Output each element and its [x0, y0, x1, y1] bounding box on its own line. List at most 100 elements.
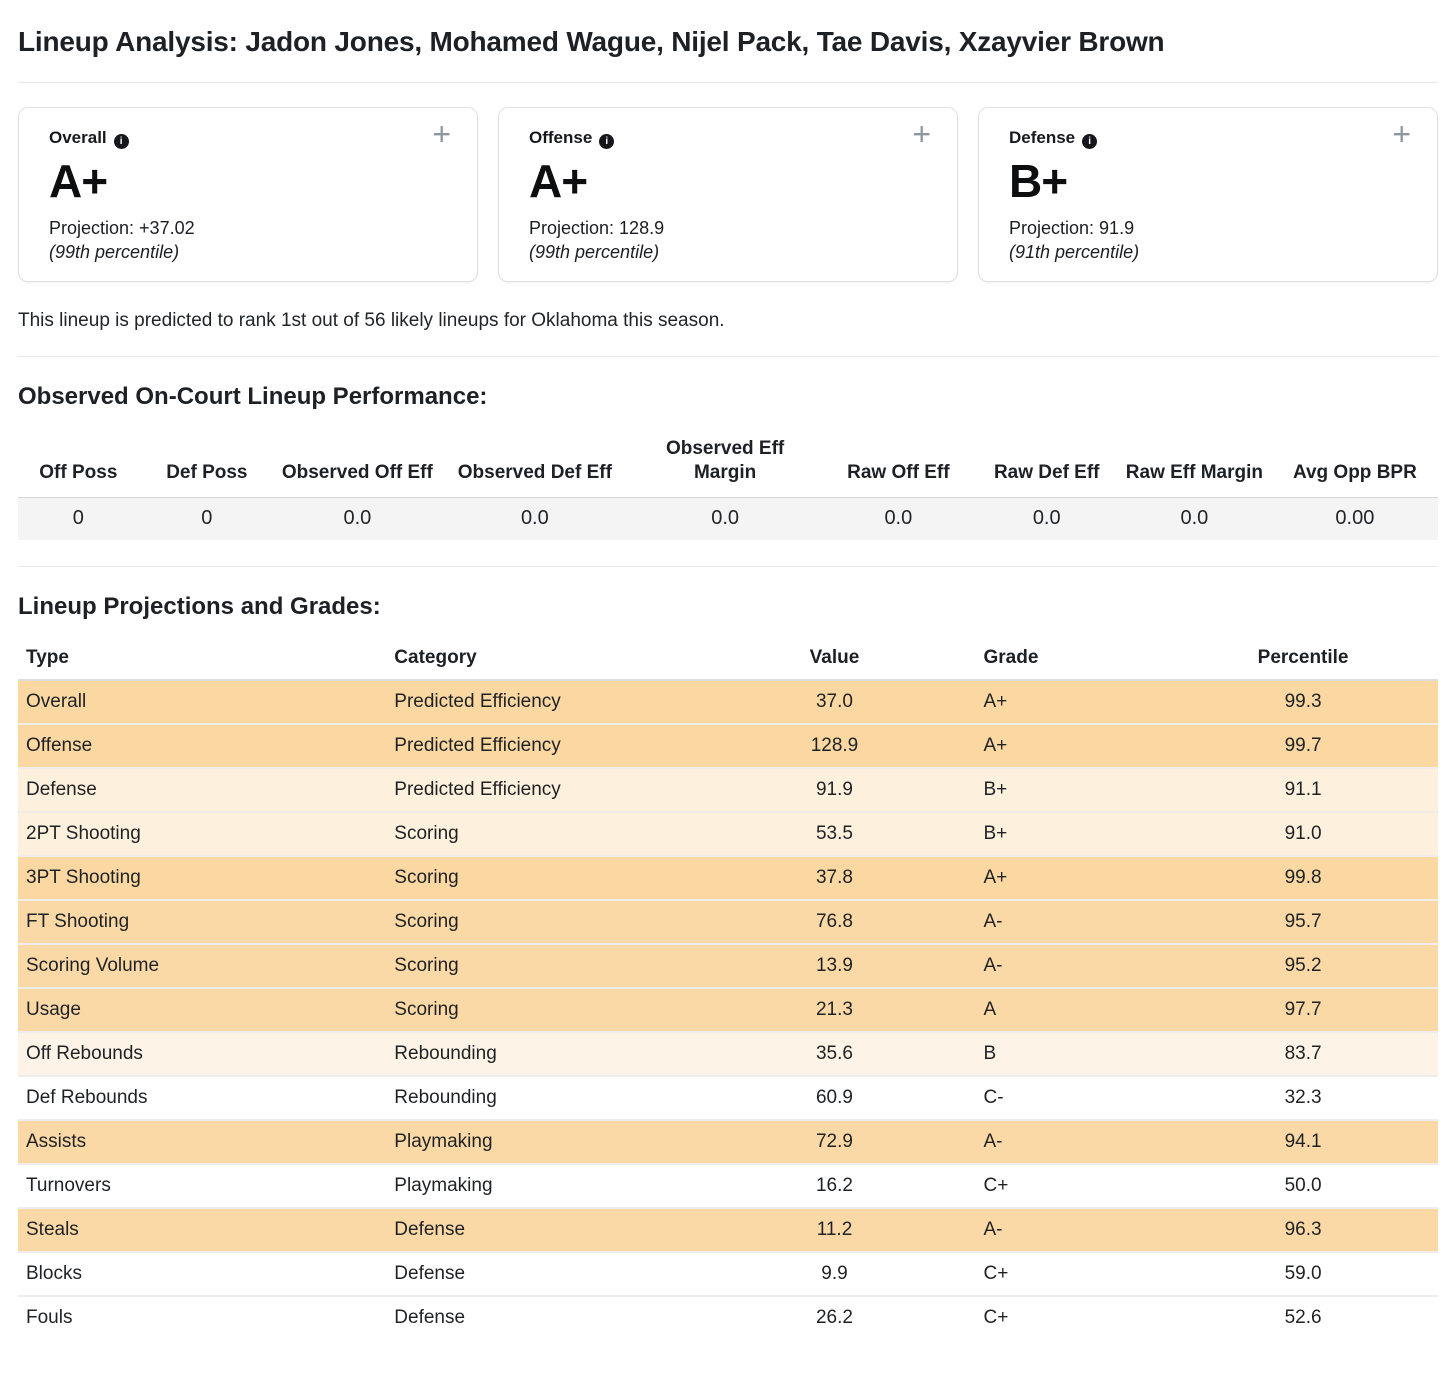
cell-value: 16.2	[763, 1163, 906, 1209]
expand-plus-icon[interactable]: +	[432, 116, 451, 152]
cell-percentile: 96.3	[1168, 1207, 1438, 1253]
table-row: 3PT Shooting Scoring 37.8 A+ 99.8	[18, 855, 1438, 901]
grade-card-offense: Offense i + A+ Projection: 128.9 (99th pe…	[498, 107, 958, 282]
cell-value: 60.9	[763, 1075, 906, 1121]
cell-percentile: 94.1	[1168, 1119, 1438, 1165]
table-row: Usage Scoring 21.3 A 97.7	[18, 987, 1438, 1033]
card-percentile: (99th percentile)	[49, 242, 180, 262]
lineup-rank-summary: This lineup is predicted to rank 1st out…	[18, 310, 725, 331]
cell-grade: B	[905, 1031, 1169, 1077]
observed-column-header: Off Poss	[18, 437, 139, 498]
card-label-overall: Overall	[49, 128, 107, 147]
cell-grade: C-	[905, 1075, 1169, 1121]
card-grade-value: B+	[1009, 155, 1068, 207]
cell-percentile: 99.8	[1168, 855, 1438, 901]
grade-card-overall: Overall i + A+ Projection: +37.02 (99th p…	[18, 107, 478, 282]
cell-percentile: 99.7	[1168, 723, 1438, 769]
table-row: Offense Predicted Efficiency 128.9 A+ 99.7	[18, 723, 1438, 769]
cell-type: Turnovers	[18, 1163, 395, 1209]
cell-grade: A	[905, 987, 1169, 1033]
observed-performance-table: Off Poss Def Poss Observed Off Eff Observed…	[18, 437, 1438, 540]
cell-category: Scoring	[394, 811, 764, 857]
cell-type: Assists	[18, 1119, 395, 1165]
table-row: Turnovers Playmaking 16.2 C+ 50.0	[18, 1163, 1438, 1209]
cell-type: Usage	[18, 987, 395, 1033]
table-row: Assists Playmaking 72.9 A- 94.1	[18, 1119, 1438, 1165]
observed-column-header: Raw Def Eff	[976, 437, 1118, 498]
cell-value: 13.9	[763, 943, 906, 989]
card-percentile: (91th percentile)	[1009, 242, 1140, 262]
projections-section-heading: Lineup Projections and Grades:	[18, 592, 381, 620]
cell-category: Scoring	[394, 987, 764, 1033]
cell-grade: A-	[905, 899, 1169, 945]
card-percentile: (99th percentile)	[529, 242, 660, 262]
card-grade-value: A+	[49, 155, 108, 207]
cell-grade: A-	[905, 1207, 1169, 1253]
cell-percentile: 99.3	[1168, 679, 1438, 725]
projections-body: Overall Predicted Efficiency 37.0 A+ 99.3 Off…	[18, 679, 1438, 1339]
table-row: Overall Predicted Efficiency 37.0 A+ 99.3	[18, 679, 1438, 725]
cell-value: 91.9	[763, 767, 906, 813]
cell-grade: B+	[905, 767, 1169, 813]
cell-value: 21.3	[763, 987, 906, 1033]
cell-percentile: 95.2	[1168, 943, 1438, 989]
divider-mid-1	[18, 356, 1438, 357]
projections-table: Type Category Value Grade Percentile Overall…	[18, 646, 1438, 1339]
observed-column-header: Observed Def Eff	[439, 437, 630, 498]
cell-percentile: 50.0	[1168, 1163, 1438, 1209]
observed-column-header: Raw Eff Margin	[1117, 437, 1272, 498]
cell-percentile: 95.7	[1168, 899, 1438, 945]
table-row: Blocks Defense 9.9 C+ 59.0	[18, 1251, 1438, 1297]
cell-value: 37.0	[763, 679, 906, 725]
cell-type: Steals	[18, 1207, 395, 1253]
cell-grade: C+	[983, 1306, 1009, 1328]
cell-type: 3PT Shooting	[18, 855, 395, 901]
observed-column-header: Avg Opp BPR	[1271, 437, 1438, 498]
observed-column-header: Raw Off Eff	[820, 437, 977, 498]
grade-cards: Overall i + A+ Projection: +37.02 (99th p…	[18, 107, 1438, 282]
cell-category: Rebounding	[394, 1031, 764, 1077]
observed-value-cell: 0.0	[439, 497, 630, 540]
info-icon[interactable]: i	[113, 134, 129, 149]
cell-value: 128.9	[763, 723, 906, 769]
expand-plus-icon[interactable]: +	[1392, 116, 1411, 152]
observed-value-cell: 0.0	[1117, 497, 1272, 540]
cell-percentile: 91.0	[1168, 811, 1438, 857]
projections-column-header: Category	[394, 646, 764, 681]
cell-category: Predicted Efficiency	[394, 723, 764, 769]
cell-percentile: 59.0	[1168, 1251, 1438, 1297]
table-row: Def Rebounds Rebounding 60.9 C- 32.3	[18, 1075, 1438, 1121]
cell-category: Playmaking	[394, 1119, 764, 1165]
cell-grade: A-	[905, 943, 1169, 989]
table-row: Off Rebounds Rebounding 35.6 B 83.7	[18, 1031, 1438, 1077]
divider-top	[18, 82, 1438, 83]
observed-column-header: Def Poss	[138, 437, 275, 498]
cell-grade: C+	[905, 1251, 1169, 1297]
observed-column-header: Observed Eff Margin	[629, 437, 821, 498]
info-icon[interactable]: i	[1082, 134, 1098, 149]
projections-column-header: Type	[18, 646, 395, 681]
cell-type: 2PT Shooting	[18, 811, 395, 857]
table-row: Steals Defense 11.2 A- 96.3	[18, 1207, 1438, 1253]
info-icon[interactable]: i	[599, 134, 615, 149]
expand-plus-icon[interactable]: +	[912, 116, 931, 152]
cell-type: Scoring Volume	[18, 943, 395, 989]
observed-value-cell: 0	[138, 497, 275, 540]
cell-type: Overall	[18, 679, 395, 725]
cell-category: Defense	[394, 1306, 466, 1328]
cell-type: Def Rebounds	[18, 1075, 395, 1121]
card-label-defense: Defense	[1009, 128, 1076, 147]
observed-value-cell: 0.0	[275, 497, 440, 540]
cell-value: 11.2	[763, 1207, 906, 1253]
cell-category: Predicted Efficiency	[394, 679, 764, 725]
cell-category: Rebounding	[394, 1075, 764, 1121]
observed-value-cell: 0	[18, 497, 139, 540]
cell-grade: A+	[905, 679, 1169, 725]
cell-category: Predicted Efficiency	[394, 767, 764, 813]
observed-section-heading: Observed On-Court Lineup Performance:	[18, 383, 488, 410]
cell-category: Defense	[394, 1207, 764, 1253]
cell-percentile: 52.6	[1284, 1306, 1322, 1328]
card-label-offense: Offense	[529, 128, 593, 147]
observed-value-cell: 0.0	[820, 497, 977, 540]
cell-percentile: 91.1	[1168, 767, 1438, 813]
